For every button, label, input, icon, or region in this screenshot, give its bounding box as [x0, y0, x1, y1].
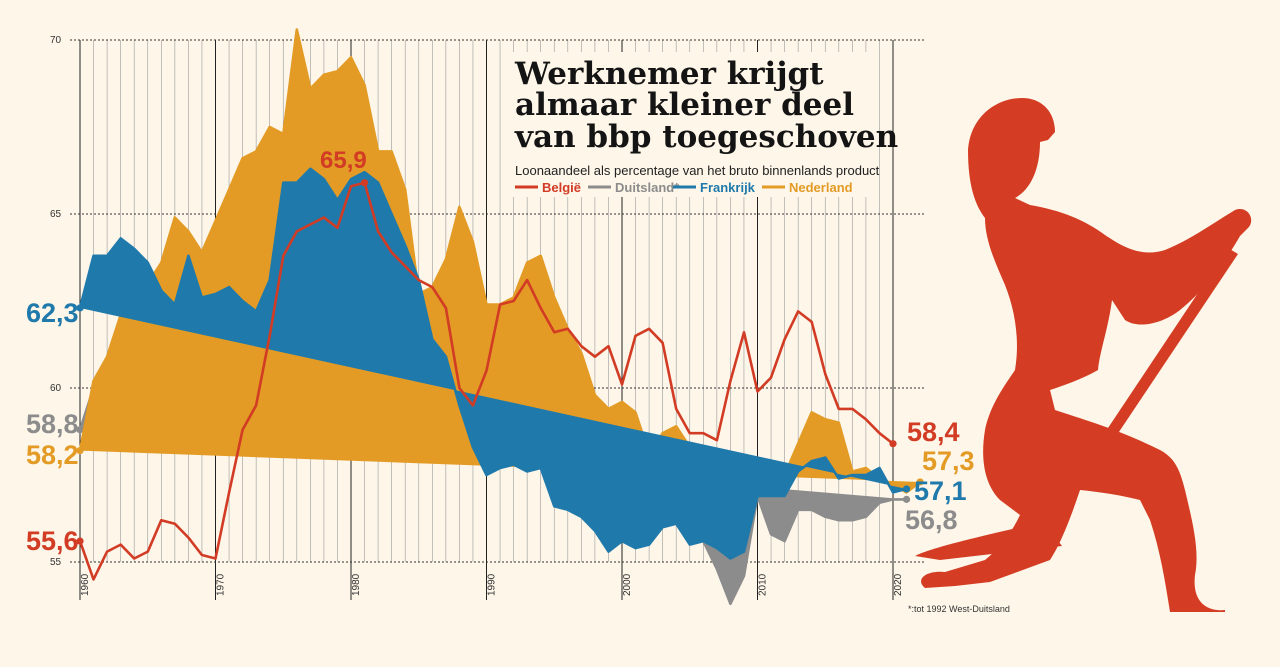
end-label-nederland: 57,3 [922, 446, 975, 476]
start-point [76, 537, 84, 545]
shovel-blade-icon [915, 522, 1062, 560]
chart-title: Werknemer krijgt almaar kleiner deel van… [514, 56, 898, 155]
footnote: *:tot 1992 West-Duitsland [908, 604, 1010, 614]
worker-silhouette-icon [921, 98, 1252, 612]
legend: België Duitsland* Frankrijk Nederland [515, 180, 853, 195]
y-tick-label: 60 [50, 383, 62, 394]
series-line-belgi [78, 181, 894, 581]
x-tick-label: 1970 [216, 573, 227, 596]
x-tick-label: 1990 [487, 573, 498, 596]
x-tick-label: 2000 [622, 573, 633, 596]
x-tick-label: 2010 [758, 573, 769, 596]
start-label-frankrijk: 62,3 [26, 298, 79, 328]
x-axis: 1960 1970 1980 1990 2000 2010 2020 [80, 573, 904, 596]
chart-subtitle: Loonaandeel als percentage van het bruto… [515, 163, 880, 178]
y-tick-label: 65 [50, 209, 62, 220]
legend-label-frankrijk: Frankrijk [700, 180, 756, 195]
end-label-frankrijk: 57,1 [914, 476, 967, 506]
start-label-duitsland: 58,8 [26, 409, 79, 439]
legend-label-belgie: België [542, 180, 581, 195]
legend-label-duitsland: Duitsland* [615, 180, 680, 195]
end-label-belgie: 58,4 [907, 417, 960, 447]
end-label-duitsland: 56,8 [905, 505, 958, 535]
title-line: almaar kleiner deel [515, 87, 854, 123]
x-tick-label: 2020 [893, 573, 904, 596]
series-lines [76, 28, 924, 606]
series-line-frankrijk [78, 167, 907, 560]
title-box [505, 52, 867, 197]
x-tick-label: 1960 [80, 573, 91, 596]
start-point [76, 304, 84, 312]
y-tick-label: 55 [50, 557, 62, 568]
x-tick-label: 1980 [351, 573, 362, 596]
end-point [902, 485, 911, 493]
title-line: van bbp toegeschoven [514, 119, 898, 155]
end-labels: 58,4 57,3 57,1 56,8 [905, 417, 975, 535]
end-point [916, 478, 924, 486]
y-axis: 55 60 65 70 [50, 35, 62, 568]
start-point [76, 426, 84, 434]
end-point [902, 495, 911, 503]
start-labels: 62,3 58,8 58,2 55,6 [26, 298, 79, 556]
shovel-handle-icon [1040, 248, 1238, 535]
title-line: Werknemer krijgt [514, 56, 824, 92]
end-point [889, 440, 897, 448]
start-label-nederland: 58,2 [26, 440, 79, 470]
legend-label-nederland: Nederland [789, 180, 853, 195]
peak-point [360, 179, 369, 187]
start-label-belgie: 55,6 [26, 526, 79, 556]
y-tick-label: 70 [50, 35, 62, 46]
start-point [76, 447, 84, 455]
peak-label-belgie: 65,9 [320, 147, 367, 174]
